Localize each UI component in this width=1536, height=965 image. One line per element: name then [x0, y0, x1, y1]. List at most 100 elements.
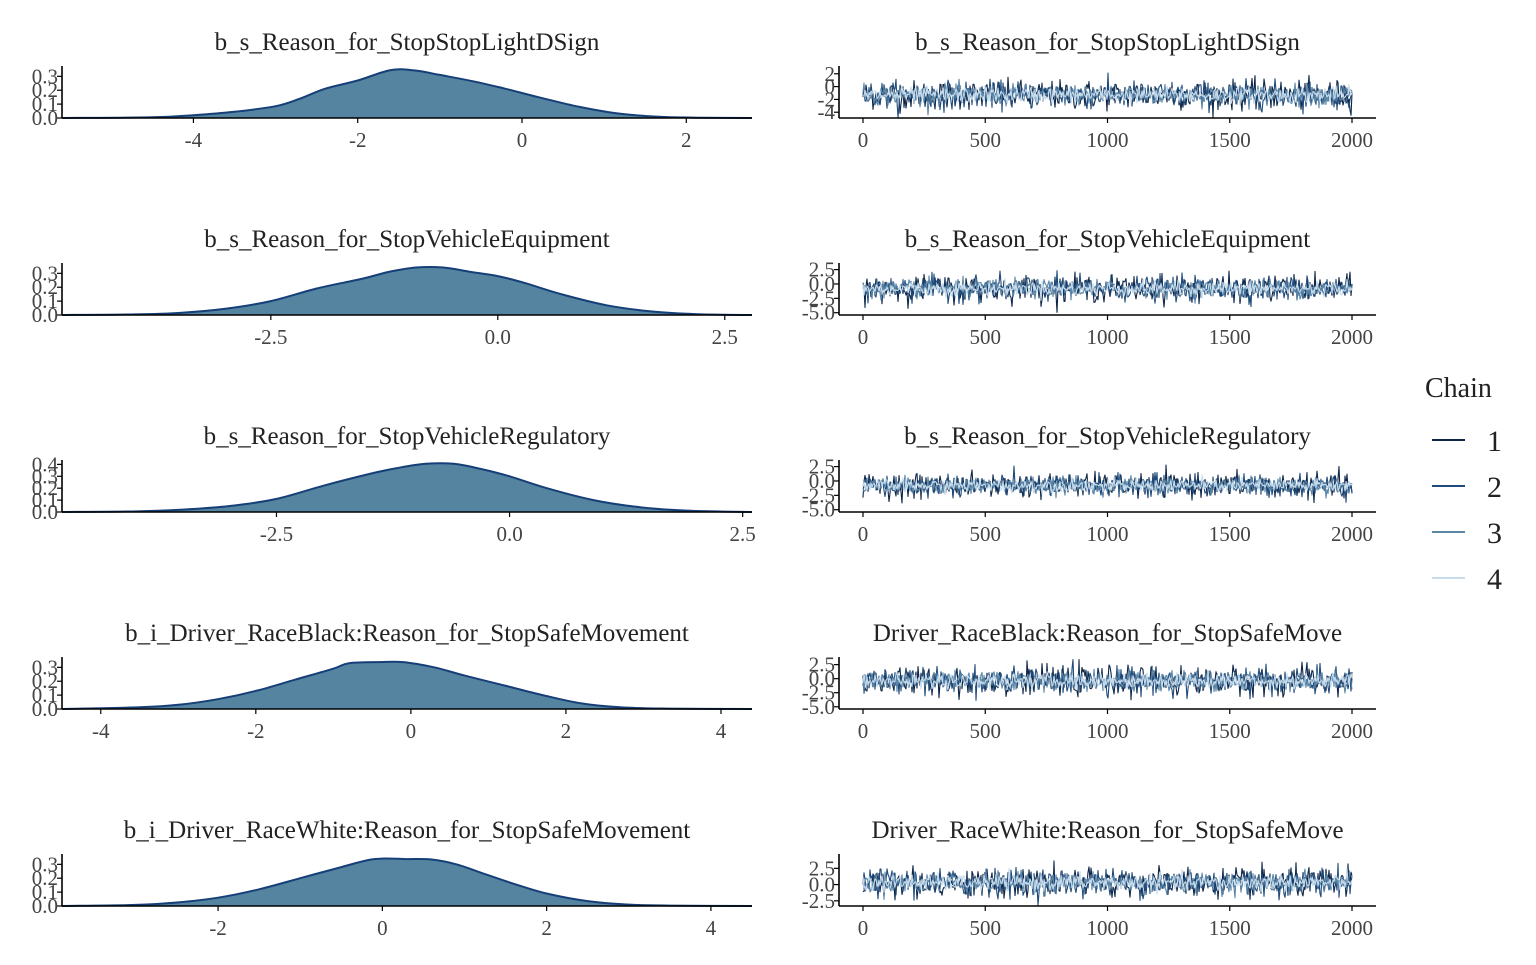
trace-chain-2-panel-4 — [862, 659, 1353, 701]
trace-y-tick-label-4-0: 2.5 — [809, 653, 835, 677]
density-y-tick-label-3-0: 0.0 — [32, 500, 58, 524]
trace-x-tick-label-4-3: 1500 — [1209, 719, 1251, 743]
density-y-tick-label-2-2: 0.2 — [32, 275, 58, 299]
trace-x-tick-label-1-0: 0 — [858, 128, 869, 152]
trace-title-3: b_s_Reason_for_StopVehicleRegulatory — [904, 423, 1311, 450]
trace-y-tick-label-3-2: -2.5 — [802, 483, 835, 507]
trace-chain-4-panel-1 — [862, 84, 1353, 106]
trace-chain-4-panel-5 — [862, 867, 1353, 895]
trace-x-tick-label-3-0: 0 — [858, 522, 869, 546]
density-y-tick-label-1-1: 0.1 — [32, 92, 58, 116]
density-curve-5 — [61, 857, 753, 907]
legend-label-2: 2 — [1487, 471, 1502, 504]
density-panel-2: b_s_Reason_for_StopVehicleEquipment -2.5 0… — [32, 226, 753, 349]
density-area-5 — [62, 858, 752, 906]
trace-x-tick-label-4-1: 500 — [970, 719, 1002, 743]
density-y-tick-label-5-2: 0.2 — [32, 866, 58, 890]
trace-x-tick-label-2-0: 0 — [858, 325, 869, 349]
trace-y-tick-label-4-1: 0.0 — [809, 667, 835, 691]
density-curve-3 — [61, 462, 753, 513]
trace-x-tick-label-2-2: 1000 — [1087, 325, 1129, 349]
trace-x-tick-label-3-1: 500 — [970, 522, 1002, 546]
density-title-4: b_i_Driver_RaceBlack:Reason_for_StopSafe… — [125, 620, 689, 647]
density-y-tick-label-3-3: 0.3 — [32, 464, 58, 488]
trace-y-tick-label-5-1: 0.0 — [809, 873, 835, 897]
trace-x-tick-label-5-2: 1000 — [1087, 916, 1129, 940]
density-x-tick-label-1-3: 2 — [681, 128, 692, 152]
density-y-tick-label-5-0: 0.0 — [32, 894, 58, 918]
legend-entry-4: 4 — [1432, 563, 1502, 596]
legend-entry-1: 1 — [1432, 425, 1502, 458]
density-y-tick-label-2-0: 0.0 — [32, 303, 58, 327]
density-area-4 — [62, 661, 752, 709]
density-y-tick-label-1-2: 0.2 — [32, 78, 58, 102]
density-x-tick-label-4-2: 0 — [406, 719, 417, 743]
trace-x-tick-label-1-4: 2000 — [1331, 128, 1373, 152]
density-y-tick-label-2-3: 0.3 — [32, 261, 58, 285]
trace-y-tick-label-5-0: 2.5 — [809, 856, 835, 880]
trace-chain-4-panel-2 — [862, 278, 1353, 301]
trace-y-tick-label-3-3: -5.0 — [802, 498, 835, 522]
density-x-tick-label-4-1: -2 — [247, 719, 265, 743]
density-y-tick-label-2-1: 0.1 — [32, 289, 58, 313]
density-x-tick-label-2-1: 0.0 — [485, 325, 511, 349]
trace-y-tick-label-2-3: -5.0 — [802, 301, 835, 325]
density-y-tick-label-5-1: 0.1 — [32, 880, 58, 904]
density-title-2: b_s_Reason_for_StopVehicleEquipment — [204, 226, 610, 253]
density-x-tick-label-2-0: -2.5 — [254, 325, 287, 349]
density-x-tick-label-5-0: -2 — [209, 916, 227, 940]
density-title-5: b_i_Driver_RaceWhite:Reason_for_StopSafe… — [124, 817, 691, 844]
density-curve-4 — [61, 660, 753, 710]
trace-y-tick-label-2-2: -2.5 — [802, 286, 835, 310]
density-x-tick-label-3-2: 2.5 — [730, 522, 756, 546]
trace-x-tick-label-1-3: 1500 — [1209, 128, 1251, 152]
density-x-tick-label-3-1: 0.0 — [496, 522, 522, 546]
trace-chain-4-panel-3 — [862, 474, 1353, 496]
density-panel-3: b_s_Reason_for_StopVehicleRegulatory -2.5… — [32, 423, 756, 546]
trace-y-tick-label-1-1: 0 — [825, 75, 836, 99]
legend-label-3: 3 — [1487, 517, 1502, 550]
density-y-tick-label-4-3: 0.3 — [32, 655, 58, 679]
density-curve-1 — [61, 68, 753, 119]
panels-group: b_s_Reason_for_StopStopLightDSign-4 -2 0 20… — [32, 29, 1376, 940]
trace-y-tick-label-5-2: -2.5 — [802, 889, 835, 913]
density-x-tick-label-5-1: 0 — [377, 916, 388, 940]
trace-y-tick-label-1-2: -2 — [818, 87, 836, 111]
legend-label-1: 1 — [1487, 425, 1502, 458]
trace-panel-5: Driver_RaceWhite:Reason_for_StopSafeMove… — [802, 817, 1376, 940]
density-area-2 — [62, 266, 752, 315]
density-panel-5: b_i_Driver_RaceWhite:Reason_for_StopSafe… — [32, 817, 753, 940]
trace-y-tick-label-3-1: 0.0 — [809, 469, 835, 493]
density-x-tick-label-3-0: -2.5 — [260, 522, 293, 546]
trace-x-tick-label-4-0: 0 — [858, 719, 869, 743]
trace-x-tick-label-1-1: 500 — [970, 128, 1002, 152]
legend-entry-3: 3 — [1432, 517, 1502, 550]
density-y-tick-label-4-1: 0.1 — [32, 683, 58, 707]
trace-x-tick-label-4-4: 2000 — [1331, 719, 1373, 743]
density-x-tick-label-4-3: 2 — [561, 719, 572, 743]
chain-legend: Chain 1 2 3 4 — [1425, 373, 1502, 596]
trace-x-tick-label-4-2: 1000 — [1087, 719, 1129, 743]
density-area-1 — [62, 69, 752, 118]
trace-x-tick-label-5-1: 500 — [970, 916, 1002, 940]
density-title-3: b_s_Reason_for_StopVehicleRegulatory — [204, 423, 611, 450]
density-y-tick-label-5-3: 0.3 — [32, 852, 58, 876]
density-x-tick-label-4-0: -4 — [92, 719, 110, 743]
trace-title-5: Driver_RaceWhite:Reason_for_StopSafeMove — [871, 817, 1343, 844]
density-x-tick-label-2-2: 2.5 — [712, 325, 738, 349]
density-y-tick-label-1-3: 0.3 — [32, 64, 58, 88]
density-x-tick-label-5-2: 2 — [541, 916, 552, 940]
trace-title-2: b_s_Reason_for_StopVehicleEquipment — [905, 226, 1311, 253]
trace-y-tick-label-4-3: -5.0 — [802, 695, 835, 719]
trace-y-tick-label-2-0: 2.5 — [809, 258, 835, 282]
trace-panel-2: b_s_Reason_for_StopVehicleEquipment 0 500 1… — [802, 226, 1376, 349]
density-y-tick-label-3-2: 0.2 — [32, 476, 58, 500]
density-y-tick-label-3-4: 0.4 — [32, 452, 59, 476]
legend-title: Chain — [1425, 373, 1492, 404]
trace-x-tick-label-5-3: 1500 — [1209, 916, 1251, 940]
density-x-tick-label-5-3: 4 — [706, 916, 717, 940]
trace-x-tick-label-5-0: 0 — [858, 916, 869, 940]
trace-x-tick-label-1-2: 1000 — [1087, 128, 1129, 152]
